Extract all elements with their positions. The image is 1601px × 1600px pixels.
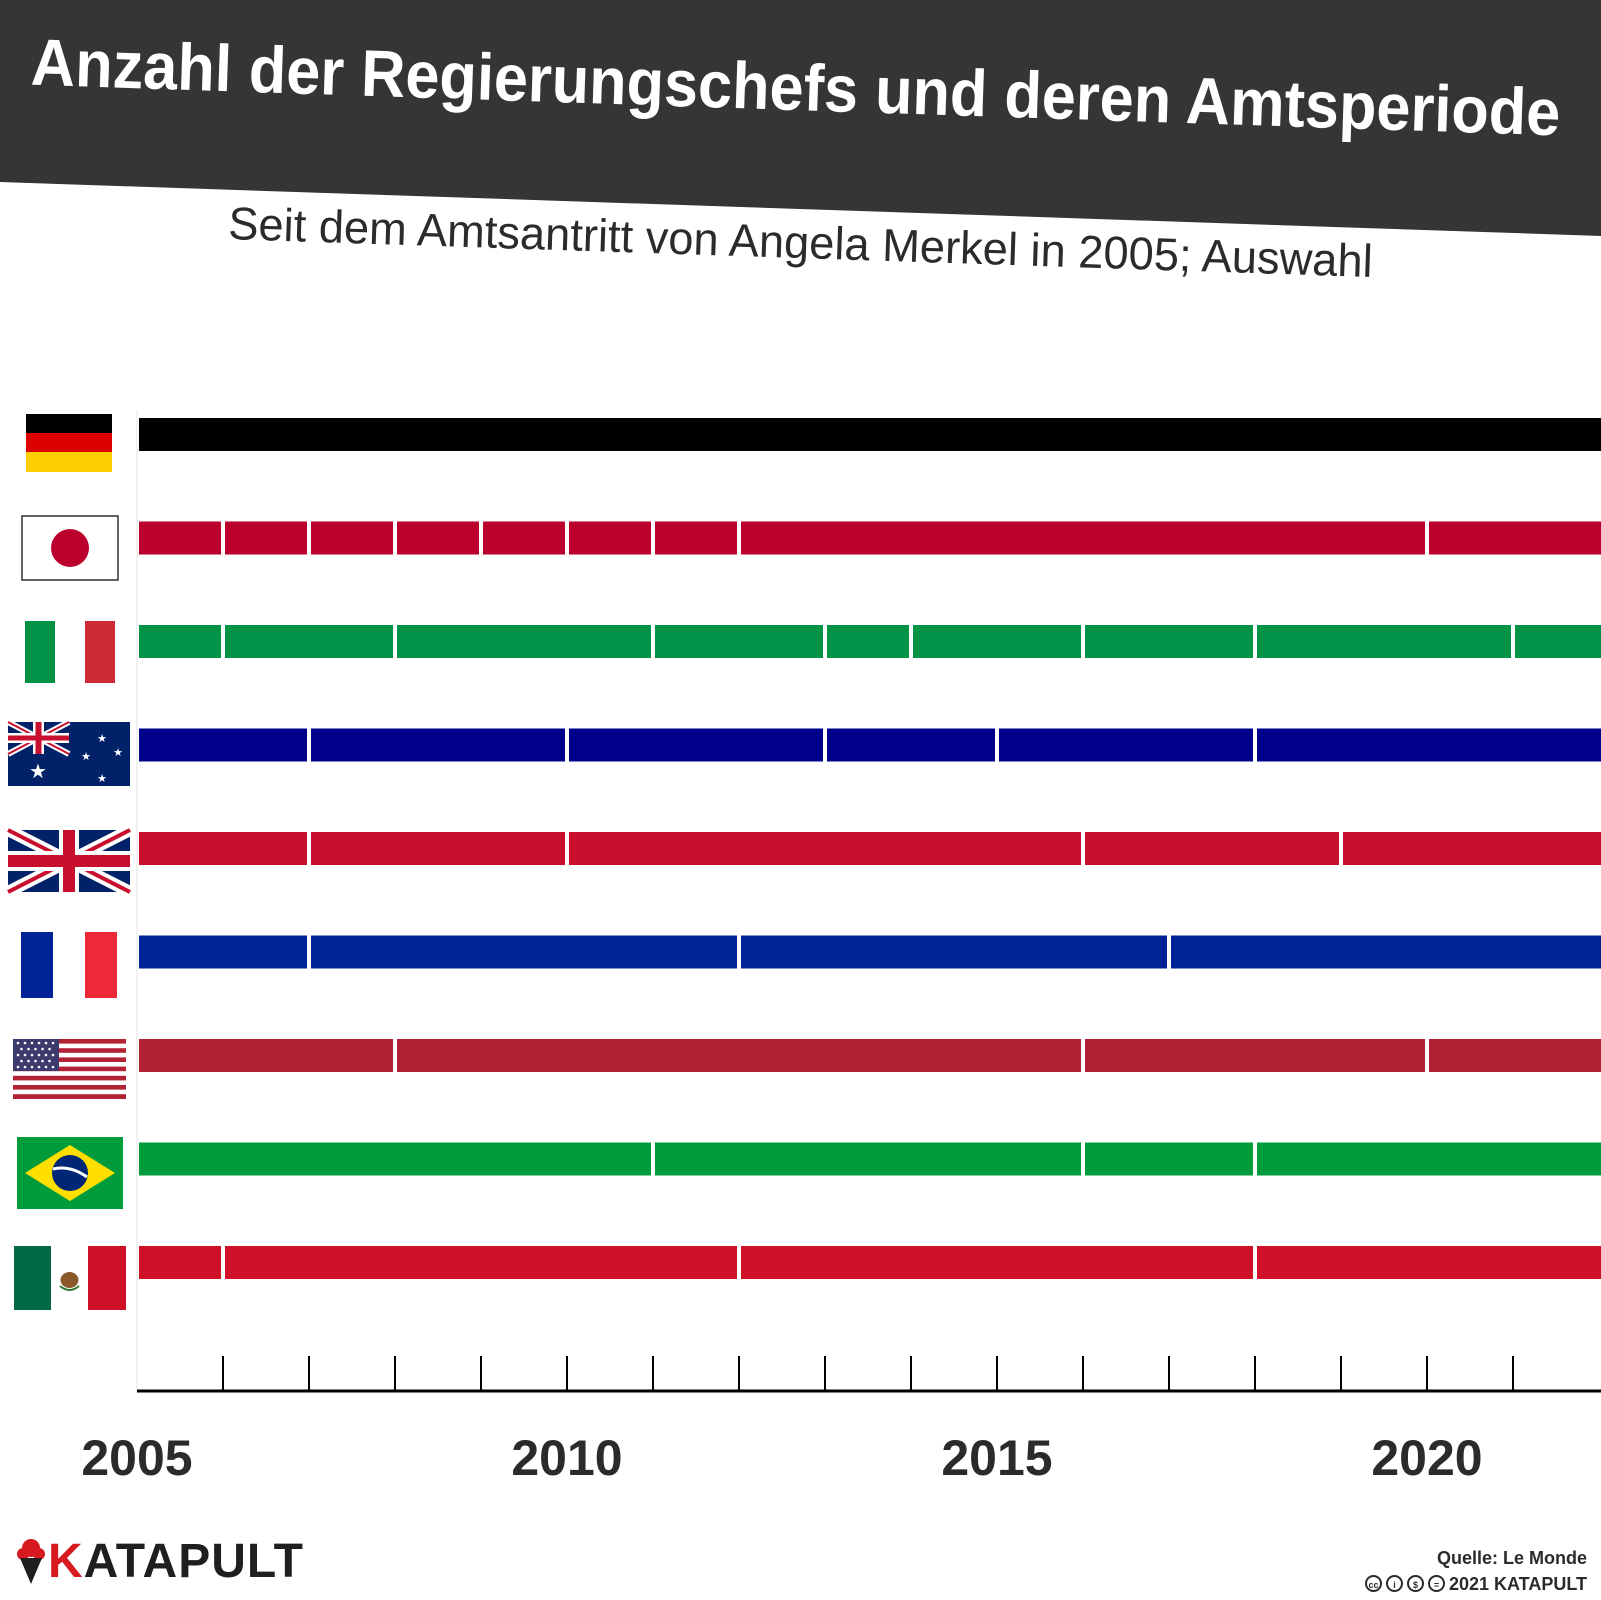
brand-first-letter: K — [48, 1535, 84, 1588]
flags: ★ ★ ★ ★ ★ — [5, 414, 133, 1310]
term-bar — [225, 1246, 737, 1279]
term-bar — [311, 832, 565, 865]
term-bar — [1085, 832, 1339, 865]
term-bar — [741, 521, 1425, 555]
x-tick-label: 2010 — [511, 1430, 622, 1486]
term-bar — [397, 521, 479, 555]
japan-flag — [21, 515, 119, 581]
source-block: Quelle: Le Monde cc i $ = 2021 KATAPULT — [1364, 1546, 1587, 1596]
term-bar — [655, 1142, 1081, 1176]
term-bar — [569, 728, 823, 762]
brazil-flag — [17, 1137, 123, 1209]
copyright-text: 2021 KATAPULT — [1448, 1573, 1587, 1594]
term-bar — [139, 1246, 221, 1279]
term-bar — [913, 625, 1081, 658]
header-background — [0, 0, 1601, 236]
term-bar — [741, 1246, 1253, 1279]
term-bars — [139, 418, 1601, 1279]
germany-flag — [26, 414, 112, 472]
term-bar — [1085, 1142, 1253, 1176]
term-bar — [139, 1142, 651, 1176]
svg-text:★: ★ — [81, 750, 91, 763]
term-bar — [225, 521, 307, 555]
nc-icon: $ — [1406, 1575, 1424, 1592]
term-bar — [139, 625, 221, 658]
cc-icon: cc — [1364, 1575, 1382, 1592]
term-bar — [1515, 625, 1601, 658]
term-bar — [1257, 625, 1511, 658]
term-bar — [1257, 1246, 1601, 1279]
usa-flag — [13, 1039, 126, 1099]
by-icon: i — [1385, 1575, 1403, 1592]
x-tick-label: 2020 — [1371, 1430, 1482, 1486]
term-bar — [741, 935, 1167, 969]
uk-flag — [5, 824, 133, 898]
term-bar — [1343, 832, 1601, 865]
katapult-icon — [17, 1539, 45, 1584]
term-bar — [569, 521, 651, 555]
svg-text:★: ★ — [113, 746, 123, 759]
term-bar — [397, 1039, 1081, 1072]
italy-flag — [25, 621, 115, 683]
term-bar — [225, 625, 393, 658]
term-bar — [1429, 1039, 1601, 1072]
term-bar — [1085, 625, 1253, 658]
term-bar — [139, 935, 307, 969]
svg-text:★: ★ — [29, 759, 47, 783]
term-bar — [139, 418, 1601, 451]
brand-rest: ATAPULT — [83, 1535, 304, 1588]
term-bar — [655, 521, 737, 555]
source-text: Quelle: Le Monde — [1436, 1548, 1587, 1568]
term-bar — [827, 728, 995, 762]
mexico-flag — [14, 1246, 126, 1310]
term-bar — [1171, 935, 1601, 969]
term-bar — [1257, 1142, 1601, 1176]
term-bar — [1429, 521, 1601, 555]
term-bar — [827, 625, 909, 658]
term-bar — [311, 935, 737, 969]
x-tick-label: 2005 — [81, 1430, 192, 1486]
katapult-logo: KATAPULT — [14, 1538, 304, 1586]
term-bar — [311, 728, 565, 762]
term-bar — [397, 625, 651, 658]
svg-text:★: ★ — [97, 732, 107, 745]
australia-flag: ★ ★ ★ ★ ★ — [6, 719, 130, 786]
term-bar — [139, 1039, 393, 1072]
term-bar — [483, 521, 565, 555]
term-bar — [655, 625, 823, 658]
term-bar — [139, 521, 221, 555]
svg-text:★: ★ — [97, 772, 107, 785]
france-flag — [21, 932, 117, 998]
term-bar — [139, 832, 307, 865]
term-bar — [1257, 728, 1601, 762]
term-bar — [1085, 1039, 1425, 1072]
term-bar — [999, 728, 1253, 762]
license-row: cc i $ = 2021 KATAPULT — [1364, 1572, 1587, 1596]
term-bar — [569, 832, 1081, 865]
nd-icon: = — [1427, 1575, 1445, 1592]
term-bar — [139, 728, 307, 762]
term-bar — [311, 521, 393, 555]
x-tick-label: 2015 — [941, 1430, 1052, 1486]
x-axis: 2005 2010 2015 2020 — [81, 410, 1601, 1486]
